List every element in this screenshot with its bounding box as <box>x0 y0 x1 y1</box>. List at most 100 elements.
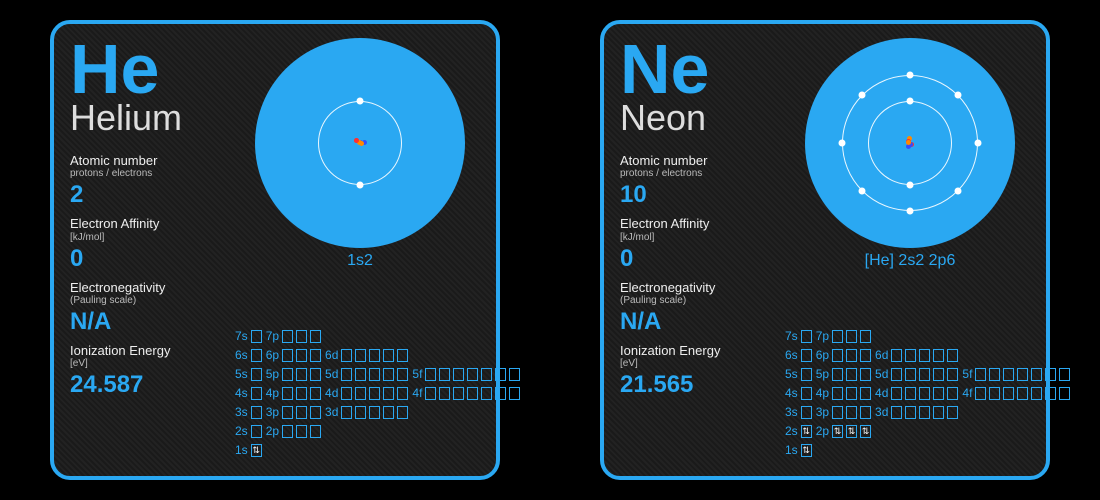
stat-label: Atomic number <box>70 154 230 168</box>
orbital-box <box>369 387 380 400</box>
stat-value: N/A <box>620 308 780 336</box>
orbital-box <box>860 387 871 400</box>
stat-sublabel: protons / electrons <box>70 168 230 179</box>
orbital-label: 4d <box>875 384 888 402</box>
stat-sublabel: [kJ/mol] <box>620 232 780 243</box>
orbital-label: 7s <box>785 327 798 345</box>
orbital-box <box>439 387 450 400</box>
orbital-box <box>919 387 930 400</box>
orbital-box <box>467 387 478 400</box>
stat-sublabel: [eV] <box>70 358 230 369</box>
atom-panel: 1s2 <box>240 38 480 270</box>
orbital-label: 7s <box>235 327 248 345</box>
orbital-label: 5p <box>816 365 829 383</box>
orbital-label: 2s <box>785 422 798 440</box>
orbital-box <box>296 330 307 343</box>
stat-block: Atomic numberprotons / electrons 2 <box>70 154 230 209</box>
orbital-box <box>947 387 958 400</box>
electron-configuration: 1s2 <box>240 252 480 270</box>
orbital-label: 4s <box>785 384 798 402</box>
orbital-row: 7s 7p <box>234 327 521 345</box>
orbital-box <box>860 349 871 362</box>
orbital-box <box>832 368 843 381</box>
orbital-box <box>1031 387 1042 400</box>
orbital-label: 3d <box>325 403 338 421</box>
orbital-label: 6s <box>785 346 798 364</box>
orbital-box <box>801 349 812 362</box>
stat-block: Ionization Energy[eV]24.587 <box>70 344 230 399</box>
orbital-row: 1s⇅ <box>234 441 521 459</box>
orbital-label: 6s <box>235 346 248 364</box>
orbital-box <box>296 406 307 419</box>
orbital-box <box>947 349 958 362</box>
orbital-box <box>1017 368 1028 381</box>
stat-value: 0 <box>70 245 230 273</box>
orbital-box <box>1045 368 1056 381</box>
orbital-box <box>481 368 492 381</box>
stat-block: Electron Affinity[kJ/mol]0 <box>70 217 230 272</box>
stat-block: Electronegativity(Pauling scale)N/A <box>620 281 780 336</box>
stat-label: Electron Affinity <box>620 217 780 231</box>
orbital-box <box>383 349 394 362</box>
orbital-label: 6p <box>266 346 279 364</box>
stat-value: 10 <box>620 181 780 209</box>
orbital-box <box>846 387 857 400</box>
orbital-box <box>891 387 902 400</box>
element-card: NeNeonAtomic numberprotons / electrons10… <box>600 20 1050 480</box>
orbital-box <box>495 368 506 381</box>
orbital-row: 5s5p5d5f <box>234 365 521 383</box>
orbital-box <box>397 406 408 419</box>
electron <box>907 72 914 79</box>
orbital-label: 5p <box>266 365 279 383</box>
orbital-box <box>905 349 916 362</box>
orbital-row: 7s7p <box>784 327 1071 345</box>
orbital-box <box>933 387 944 400</box>
stat-sublabel: protons / electrons <box>620 168 780 179</box>
element-card: HeHeliumAtomic numberprotons / electrons… <box>50 20 500 480</box>
orbital-box <box>1017 387 1028 400</box>
orbital-box <box>905 368 916 381</box>
electron-configuration: [He] 2s2 2p6 <box>790 252 1030 270</box>
electron <box>975 140 982 147</box>
orbital-label: 7p <box>266 327 279 345</box>
orbital-box <box>341 387 352 400</box>
orbital-row: 6s6p6d <box>784 346 1071 364</box>
electron <box>907 208 914 215</box>
orbital-box <box>919 406 930 419</box>
electron <box>955 188 962 195</box>
orbital-box <box>369 349 380 362</box>
orbital-box <box>801 330 812 343</box>
orbital-box <box>509 387 520 400</box>
orbital-box <box>509 368 520 381</box>
orbital-box: ⇅ <box>846 425 857 438</box>
orbital-box <box>251 425 262 438</box>
orbital-box <box>453 387 464 400</box>
orbital-label: 3s <box>785 403 798 421</box>
electron <box>858 188 865 195</box>
orbital-box <box>846 368 857 381</box>
orbital-label: 5d <box>325 365 338 383</box>
atom-diagram <box>255 38 465 248</box>
orbital-box <box>467 368 478 381</box>
orbital-box: ⇅ <box>801 425 812 438</box>
orbital-box <box>369 368 380 381</box>
orbital-box <box>801 387 812 400</box>
stats-column: Atomic numberprotons / electrons10Electr… <box>620 154 780 407</box>
orbital-box <box>251 368 262 381</box>
orbital-row: 2s⇅2p⇅⇅⇅ <box>784 422 1071 440</box>
electron <box>839 140 846 147</box>
orbital-box <box>1059 368 1070 381</box>
orbital-box: ⇅ <box>860 425 871 438</box>
orbital-box <box>355 406 366 419</box>
orbital-box <box>832 349 843 362</box>
orbital-box <box>341 368 352 381</box>
stat-block: Electron Affinity[kJ/mol]0 <box>620 217 780 272</box>
orbital-box <box>310 330 321 343</box>
orbital-box <box>310 349 321 362</box>
orbital-box <box>383 406 394 419</box>
orbital-label: 6p <box>816 346 829 364</box>
orbital-box <box>355 349 366 362</box>
orbital-box <box>832 406 843 419</box>
orbital-box <box>439 368 450 381</box>
stat-value: 2 <box>70 181 230 209</box>
